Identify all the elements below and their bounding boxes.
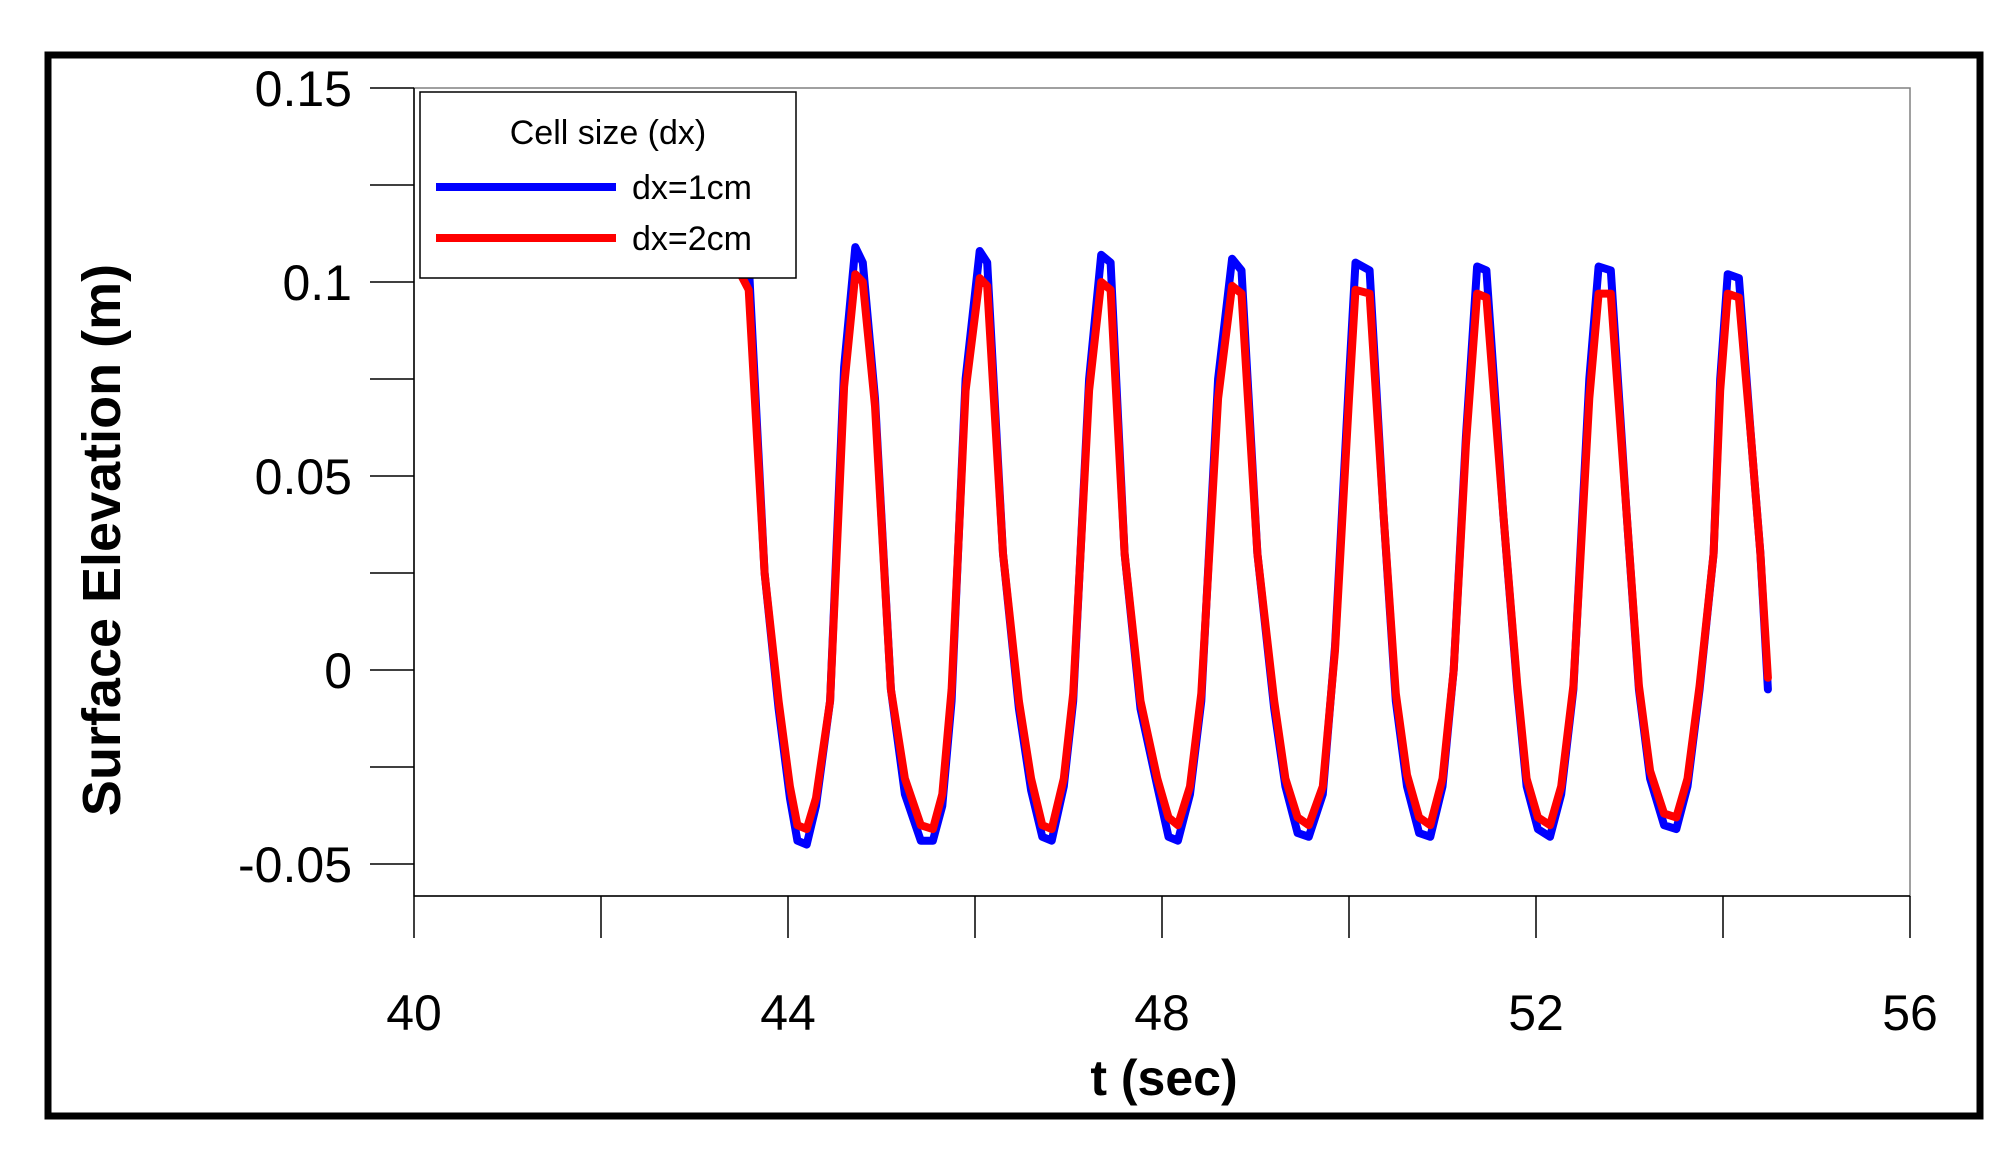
series-line-dx2cm: [732, 262, 1772, 834]
y-tick-label: 0.05: [255, 449, 352, 505]
y-tick-label: 0: [324, 643, 352, 699]
y-tick-label: 0.15: [255, 61, 352, 117]
y-tick-label: -0.05: [238, 837, 352, 893]
x-axis-title: t (sec): [1090, 1050, 1237, 1106]
x-tick-label: 40: [386, 985, 442, 1041]
x-tick-label: 56: [1882, 985, 1938, 1041]
series-group: [732, 239, 1772, 849]
x-axis-ticks: 40 44 48 52 56: [386, 896, 1938, 1041]
y-tick-label: 0.1: [282, 255, 352, 311]
legend-label-dx2cm: dx=2cm: [632, 220, 752, 258]
legend-title: Cell size (dx): [510, 114, 706, 152]
x-tick-label: 52: [1508, 985, 1564, 1041]
x-tick-label: 44: [760, 985, 816, 1041]
legend-label-dx1cm: dx=1cm: [632, 169, 752, 207]
legend: Cell size (dx) dx=1cm dx=2cm: [419, 91, 797, 279]
y-axis-title: Surface Elevation (m): [72, 264, 132, 816]
y-axis-ticks: 0.15 0.1 0.05 0 -0.05: [238, 61, 414, 893]
x-tick-label: 48: [1134, 985, 1190, 1041]
